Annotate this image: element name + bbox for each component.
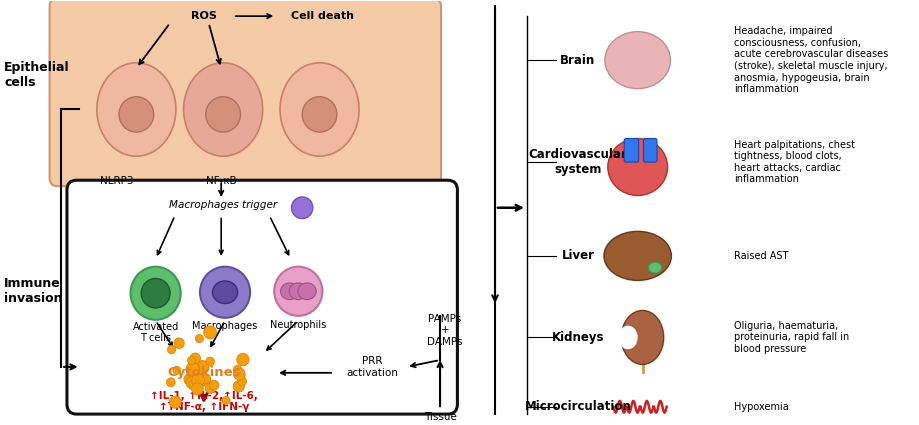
Circle shape [173, 366, 181, 374]
Text: Brain: Brain [560, 54, 595, 67]
Text: Liver: Liver [561, 249, 594, 262]
Circle shape [187, 357, 196, 365]
Ellipse shape [96, 63, 176, 156]
Circle shape [203, 326, 216, 339]
Ellipse shape [141, 278, 170, 308]
Circle shape [233, 366, 242, 374]
Circle shape [191, 383, 203, 395]
Text: Hypoxemia: Hypoxemia [733, 402, 788, 412]
Ellipse shape [607, 139, 667, 196]
Circle shape [174, 338, 184, 348]
Ellipse shape [648, 262, 661, 273]
Text: Immune
invasion: Immune invasion [5, 277, 62, 305]
Ellipse shape [119, 97, 153, 132]
Circle shape [186, 363, 199, 376]
Circle shape [191, 374, 204, 387]
Circle shape [188, 380, 199, 391]
Circle shape [201, 374, 210, 384]
Ellipse shape [618, 326, 637, 349]
Circle shape [205, 382, 216, 394]
Text: Neutrophils: Neutrophils [270, 320, 326, 330]
Circle shape [233, 381, 244, 392]
Text: PRR
activation: PRR activation [346, 356, 398, 378]
Ellipse shape [212, 281, 237, 303]
FancyBboxPatch shape [623, 139, 638, 162]
Ellipse shape [206, 97, 240, 132]
Circle shape [233, 368, 245, 380]
Ellipse shape [605, 31, 670, 89]
Text: Oliguria, haematuria,
proteinuria, rapid fall in
blood pressure: Oliguria, haematuria, proteinuria, rapid… [733, 321, 848, 354]
FancyBboxPatch shape [642, 139, 656, 162]
Circle shape [221, 396, 230, 405]
Text: Headache, impaired
consciousness, confusion,
acute cerebrovascular diseases
(str: Headache, impaired consciousness, confus… [733, 26, 888, 94]
Text: ROS: ROS [191, 11, 217, 21]
Ellipse shape [280, 283, 299, 300]
Text: PAMPs
+
DAMPs: PAMPs + DAMPs [426, 314, 462, 347]
Ellipse shape [298, 283, 316, 300]
Text: Cardiovascular
system: Cardiovascular system [528, 148, 627, 176]
Circle shape [191, 362, 199, 370]
Circle shape [195, 375, 207, 387]
Text: ↑IL-1, ↑IL-2,↑IL-6,
↑TNF-α, ↑IFN-γ: ↑IL-1, ↑IL-2,↑IL-6, ↑TNF-α, ↑IFN-γ [150, 391, 257, 412]
Ellipse shape [274, 267, 322, 316]
Circle shape [169, 396, 181, 408]
Text: Epithelial
cells: Epithelial cells [5, 61, 70, 89]
Text: NF-κB: NF-κB [206, 176, 236, 186]
Circle shape [190, 362, 199, 371]
Ellipse shape [301, 97, 336, 132]
Circle shape [206, 357, 214, 366]
Ellipse shape [130, 267, 180, 320]
Circle shape [189, 353, 200, 364]
Text: Microcirculation: Microcirculation [524, 400, 630, 413]
Ellipse shape [291, 197, 312, 218]
Circle shape [166, 378, 175, 387]
Text: Macrophages: Macrophages [192, 321, 257, 331]
Circle shape [209, 380, 219, 390]
Text: NLRP3: NLRP3 [100, 176, 133, 186]
Circle shape [237, 377, 246, 386]
Ellipse shape [289, 283, 307, 300]
Text: Raised AST: Raised AST [733, 251, 788, 261]
Ellipse shape [279, 63, 358, 156]
Ellipse shape [199, 267, 250, 318]
Text: Tissue: Tissue [423, 412, 456, 422]
Text: Cell death: Cell death [290, 11, 353, 21]
Circle shape [236, 353, 249, 366]
Circle shape [186, 376, 199, 389]
FancyBboxPatch shape [50, 0, 440, 186]
Ellipse shape [620, 310, 663, 365]
FancyBboxPatch shape [67, 180, 457, 414]
Circle shape [167, 346, 176, 354]
Text: Heart palpitations, chest
tightness, blood clots,
heart attacks, cardiac
inflamm: Heart palpitations, chest tightness, blo… [733, 140, 854, 184]
Circle shape [195, 334, 203, 343]
Text: Macrophages trigger: Macrophages trigger [169, 200, 277, 210]
Text: Kidneys: Kidneys [551, 331, 604, 344]
Text: Activated
T cells: Activated T cells [132, 322, 178, 343]
Ellipse shape [184, 63, 263, 156]
Circle shape [189, 371, 200, 382]
Text: Cytokines: Cytokines [167, 366, 241, 380]
Circle shape [184, 374, 195, 385]
Ellipse shape [603, 231, 671, 280]
Circle shape [196, 360, 209, 374]
